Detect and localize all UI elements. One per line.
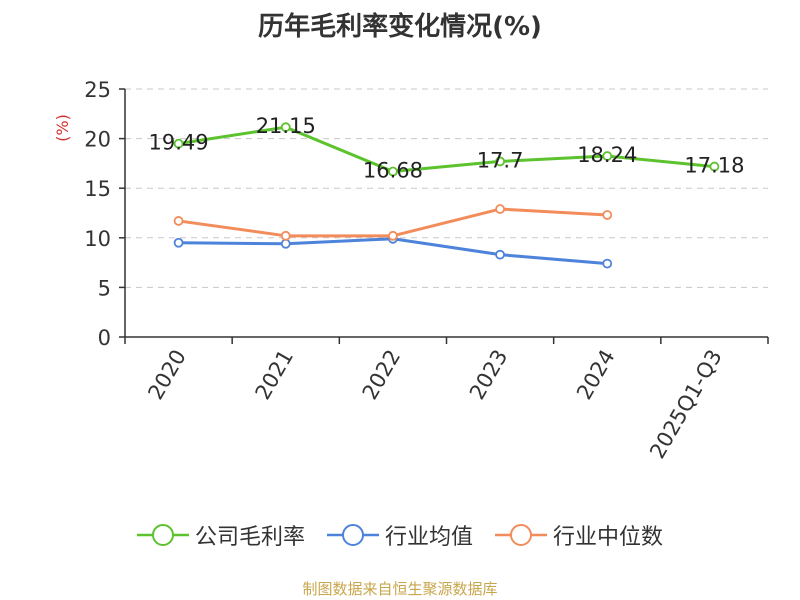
data-point: [173, 138, 184, 149]
x-tick-label: 2022: [358, 346, 406, 404]
data-point: [280, 122, 291, 133]
y-tick-label: 15: [84, 177, 111, 201]
legend-marker-icon: [326, 524, 379, 546]
chart-legend: 公司毛利率 行业均值 行业中位数: [0, 519, 800, 551]
data-point: [173, 237, 184, 248]
data-point: [173, 216, 184, 226]
data-point: [388, 230, 398, 241]
data-point: [388, 166, 398, 177]
x-tick-label: 2023: [465, 346, 513, 404]
x-tick-label: 2025Q1-Q3: [645, 346, 727, 463]
y-tick-label: 20: [84, 128, 111, 152]
data-source-note: 制图数据来自恒生聚源数据库: [302, 580, 498, 598]
x-tick-label: 2020: [143, 346, 191, 404]
y-tick-label: 0: [98, 326, 111, 350]
data-point: [709, 161, 720, 172]
legend-label: 行业中位数: [553, 525, 664, 550]
data-point: [280, 230, 291, 241]
data-label: 17.18: [684, 154, 744, 178]
legend-item[interactable]: 公司毛利率: [136, 519, 305, 551]
legend-marker-icon: [136, 524, 189, 546]
y-tick-label: 25: [84, 78, 111, 102]
data-point: [495, 249, 505, 260]
series-line: [178, 125, 715, 174]
data-point: [495, 156, 505, 167]
data-point: [602, 258, 613, 269]
y-tick-label: 10: [84, 227, 111, 251]
data-point: [602, 151, 613, 161]
legend-label: 公司毛利率: [194, 525, 305, 550]
data-point: [495, 204, 505, 214]
data-label: 18.24: [577, 143, 637, 167]
data-label: 19.49: [149, 131, 209, 155]
x-tick-label: 2021: [251, 346, 299, 404]
legend-label: 行业均值: [384, 525, 473, 550]
data-label: 21.15: [256, 114, 316, 138]
legend-item[interactable]: 行业中位数: [495, 519, 663, 551]
x-tick-label: 2024: [572, 346, 620, 404]
data-label: 17.7: [477, 148, 524, 172]
y-axis-label: (%): [53, 114, 72, 142]
legend-item[interactable]: 行业均值: [326, 519, 473, 551]
data-label: 16.68: [363, 159, 423, 183]
data-point: [602, 210, 613, 220]
data-point: [280, 238, 291, 249]
chart-title: 历年毛利率变化情况(%): [258, 12, 542, 42]
legend-marker-icon: [495, 524, 547, 546]
y-tick-label: 5: [98, 276, 111, 300]
